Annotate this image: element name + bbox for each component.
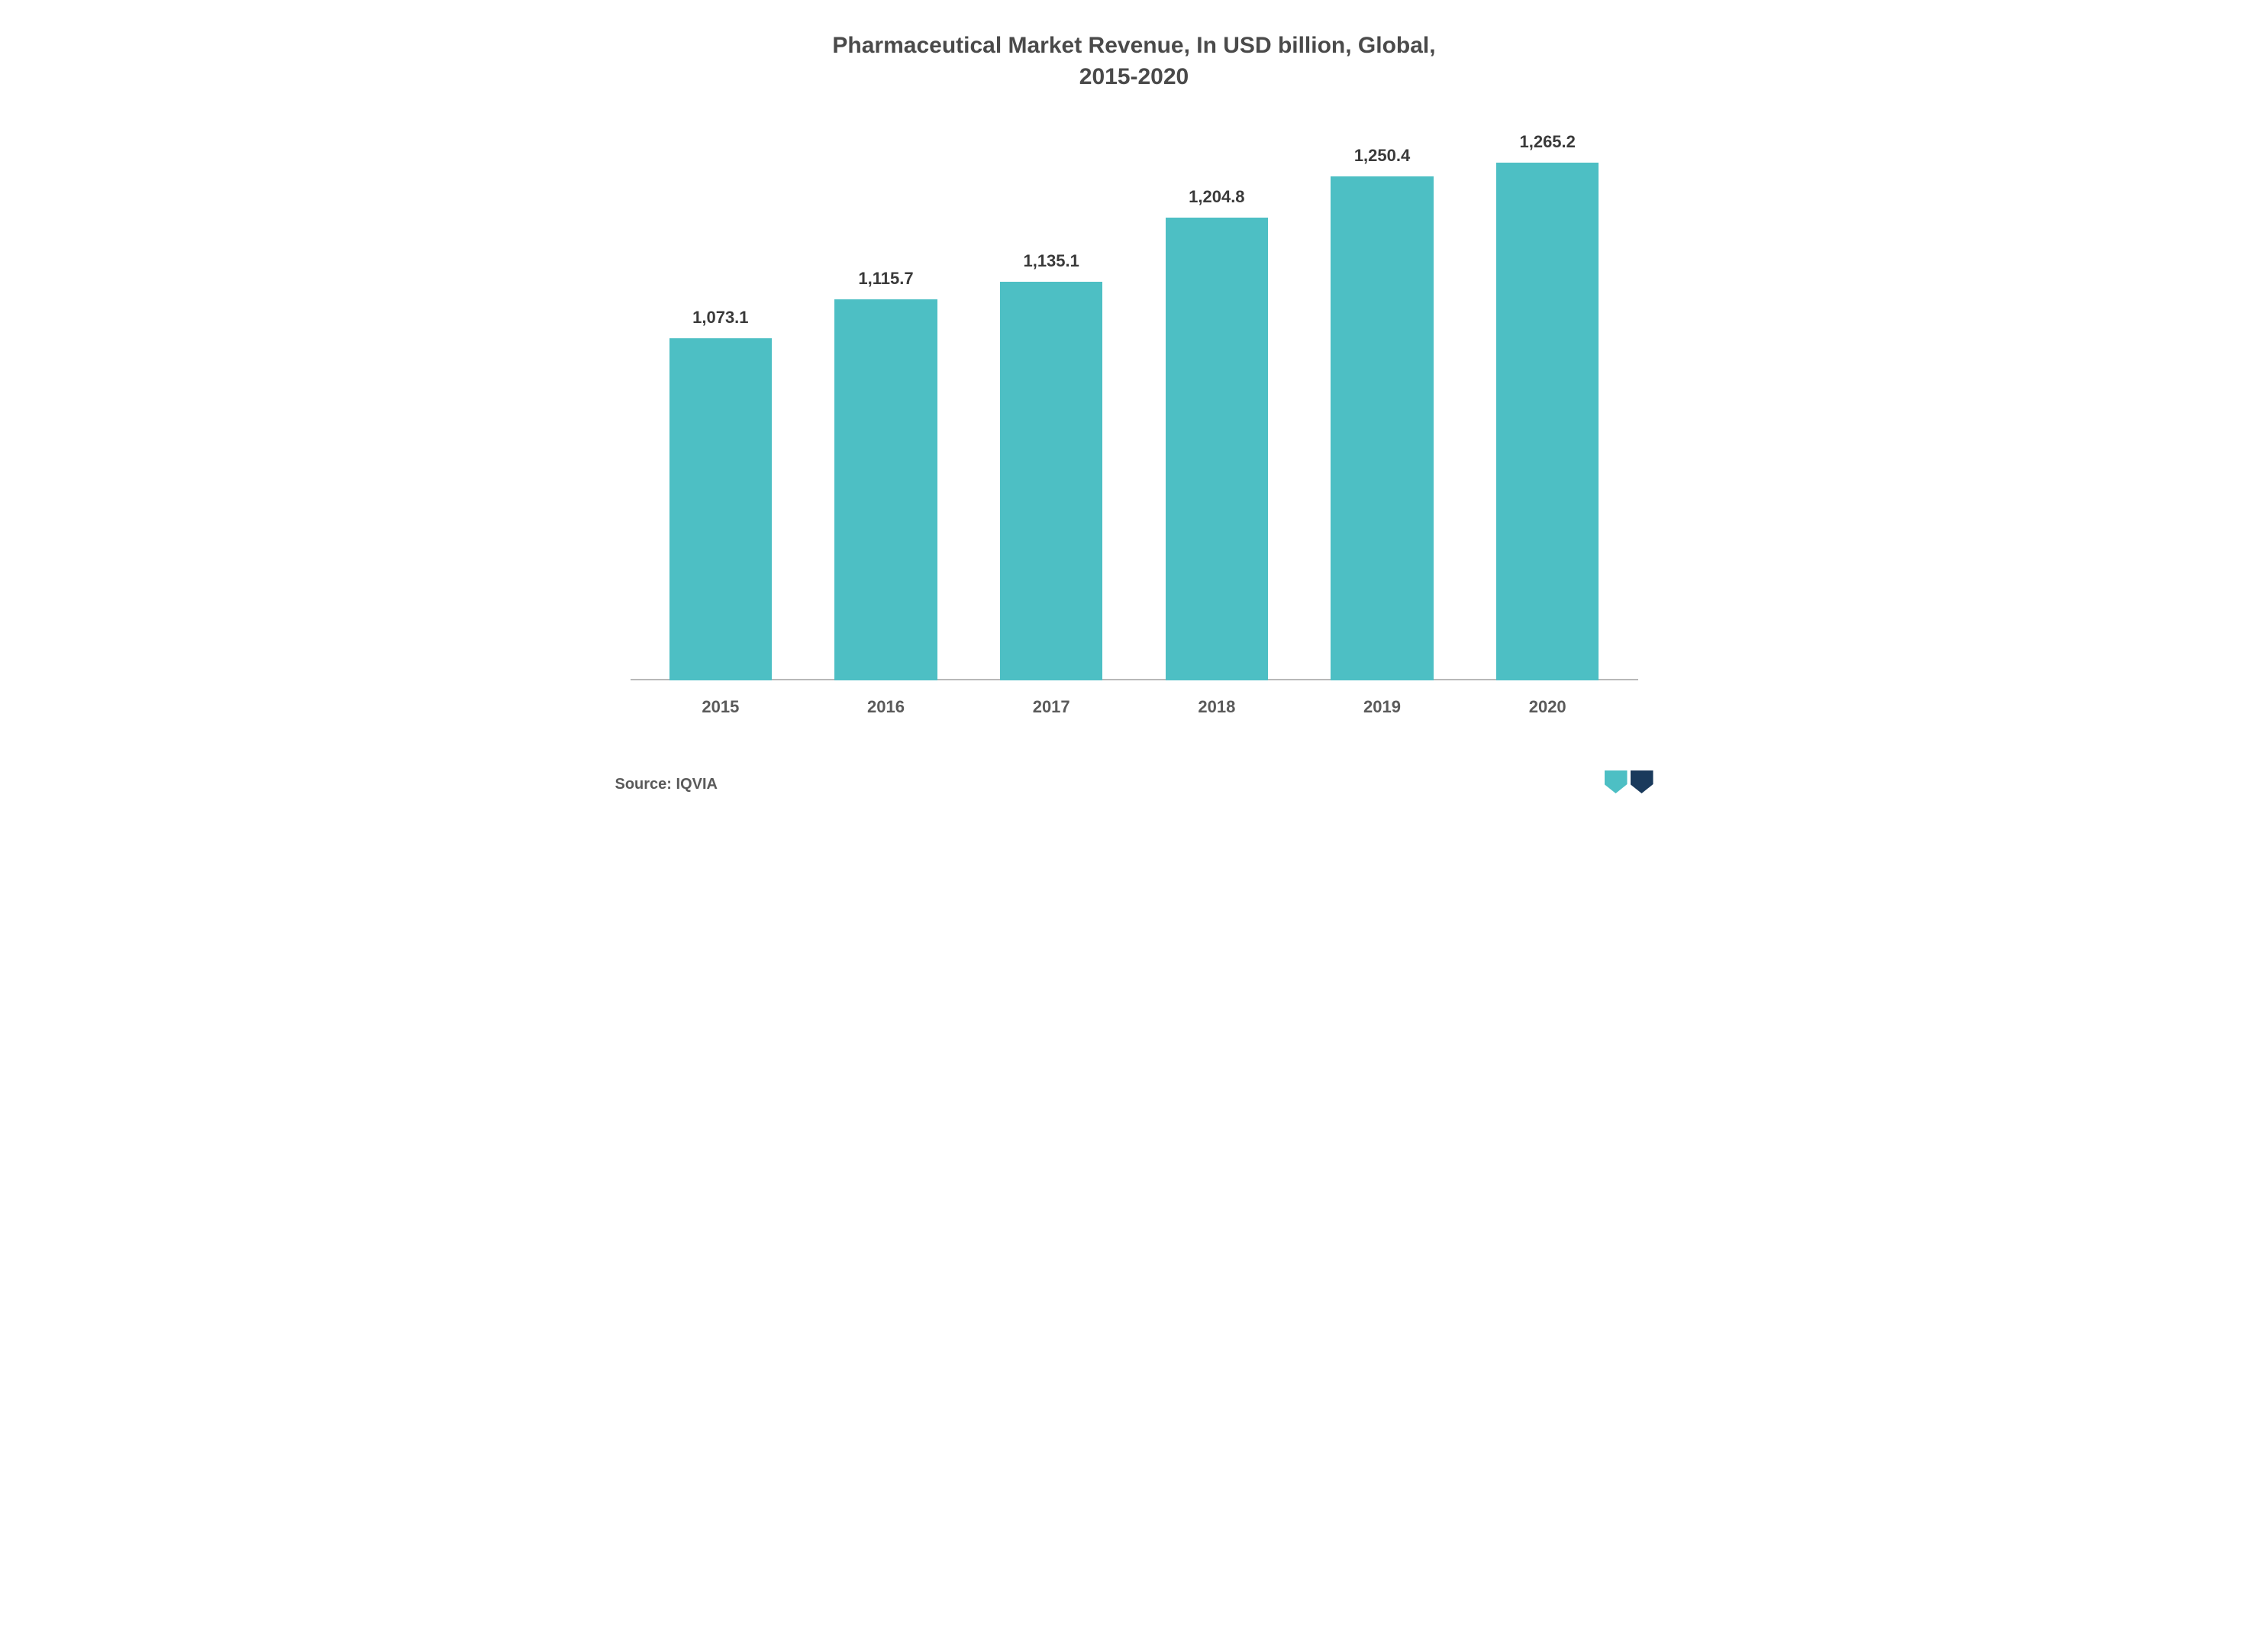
title-line-1: Pharmaceutical Market Revenue, In USD bi…: [832, 33, 1435, 58]
bar-slot: 1,115.7: [803, 131, 969, 680]
bar-value-label: 1,073.1: [692, 308, 748, 328]
title-line-2: 2015-2020: [1079, 64, 1189, 89]
bar-value-label: 1,204.8: [1189, 187, 1244, 207]
logo-shape-right: [1631, 770, 1653, 793]
bar: [1166, 218, 1268, 680]
x-axis-label: 2016: [803, 697, 969, 717]
bar: [669, 338, 772, 680]
chart-title: Pharmaceutical Market Revenue, In USD bi…: [600, 31, 1669, 92]
bar-value-label: 1,265.2: [1519, 132, 1575, 152]
bar: [834, 299, 937, 680]
logo-shape-left: [1605, 770, 1628, 793]
bar: [1496, 163, 1599, 680]
bar-value-label: 1,115.7: [858, 269, 913, 289]
x-axis-label: 2017: [969, 697, 1134, 717]
bar-slot: 1,073.1: [638, 131, 804, 680]
bar-slot: 1,250.4: [1299, 131, 1465, 680]
bar-value-label: 1,250.4: [1354, 146, 1410, 166]
brand-logo: [1605, 770, 1653, 793]
bar-slot: 1,265.2: [1465, 131, 1631, 680]
plot-area: 1,073.1 1,115.7 1,135.1 1,204.8 1,250.4 1,265…: [631, 131, 1638, 680]
x-axis-label: 2015: [638, 697, 804, 717]
x-axis-label: 2019: [1299, 697, 1465, 717]
chart-footer: Source: IQVIA: [600, 770, 1669, 793]
bar-value-label: 1,135.1: [1023, 251, 1079, 271]
x-axis-labels: 201520162017201820192020: [631, 697, 1638, 717]
bar: [1331, 176, 1433, 680]
bar-chart: Pharmaceutical Market Revenue, In USD bi…: [600, 31, 1669, 793]
x-axis-label: 2020: [1465, 697, 1631, 717]
bar-slot: 1,135.1: [969, 131, 1134, 680]
bar: [1000, 282, 1102, 680]
source-attribution: Source: IQVIA: [615, 776, 718, 793]
bar-slot: 1,204.8: [1134, 131, 1300, 680]
x-axis-label: 2018: [1134, 697, 1300, 717]
